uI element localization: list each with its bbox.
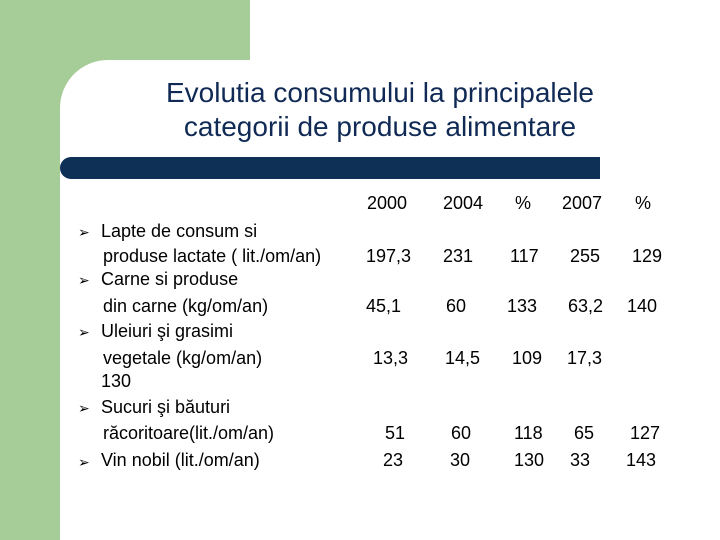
header-2007: 2007 <box>562 193 603 213</box>
header-percent-2: % <box>635 193 652 213</box>
cell-oils-2007: 17,3 <box>567 348 603 368</box>
cell-meat-2007: 63,2 <box>568 296 604 316</box>
bullet-icon: ➢ <box>78 454 90 470</box>
cell-milk-pct1: 117 <box>510 246 539 266</box>
title-line-1: Evolutia consumului la principalele <box>165 77 594 108</box>
cell-meat-pct2: 140 <box>627 296 658 316</box>
cell-oils-2000: 13,3 <box>373 348 409 368</box>
cell-wine-2007: 33 <box>570 450 591 470</box>
cell-meat-pct1: 133 <box>507 296 538 316</box>
cell-juices-2000: 51 <box>385 423 406 443</box>
item-wine-label-1: Vin nobil (lit./om/an) <box>101 450 260 470</box>
bullet-icon: ➢ <box>78 324 90 340</box>
bullet-icon: ➢ <box>78 224 90 240</box>
item-meat-label-1: Carne si produse <box>101 269 239 289</box>
item-oils-label-2: vegetale (kg/om/an) <box>103 348 263 368</box>
cell-meat-2004: 60 <box>446 296 467 316</box>
item-meat-label-2: din carne (kg/om/an) <box>103 296 269 316</box>
cell-meat-2000: 45,1 <box>366 296 402 316</box>
content-panel <box>60 60 720 540</box>
cell-juices-pct2: 127 <box>630 423 661 443</box>
cell-juices-pct1: 118 <box>514 423 543 443</box>
cell-juices-2007: 65 <box>574 423 595 443</box>
cell-milk-2000: 197,3 <box>366 246 412 266</box>
bullet-icon: ➢ <box>78 272 90 288</box>
title-underline-bar <box>60 157 600 179</box>
cell-milk-pct2: 129 <box>632 246 663 266</box>
cell-oils-2004: 14,5 <box>445 348 481 368</box>
slide-title: Evolutia consumului la principalele cate… <box>60 76 700 144</box>
item-milk-label-2: produse lactate ( lit./om/an) <box>103 246 322 266</box>
item-juices-label-1: Sucuri şi băuturi <box>101 397 231 417</box>
item-oils-label-1: Uleiuri şi grasimi <box>101 321 234 341</box>
bullet-icon: ➢ <box>78 400 90 416</box>
header-percent-1: % <box>515 193 532 213</box>
cell-wine-2000: 23 <box>383 450 404 470</box>
background-green-strip <box>0 0 60 540</box>
item-oils-label-3: 130 <box>101 371 132 391</box>
item-juices-label-2: răcoritoare(lit./om/an) <box>103 423 275 443</box>
cell-juices-2004: 60 <box>451 423 472 443</box>
cell-oils-pct1: 109 <box>512 348 543 368</box>
item-milk-label-1: Lapte de consum si <box>101 221 258 241</box>
header-2004: 2004 <box>443 193 484 213</box>
cell-milk-2007: 255 <box>570 246 601 266</box>
cell-wine-pct2: 143 <box>626 450 657 470</box>
cell-wine-pct1: 130 <box>514 450 545 470</box>
header-2000: 2000 <box>367 193 408 213</box>
title-line-2: categorii de produse alimentare <box>183 111 577 142</box>
cell-wine-2004: 30 <box>450 450 471 470</box>
cell-milk-2004: 231 <box>443 246 474 266</box>
